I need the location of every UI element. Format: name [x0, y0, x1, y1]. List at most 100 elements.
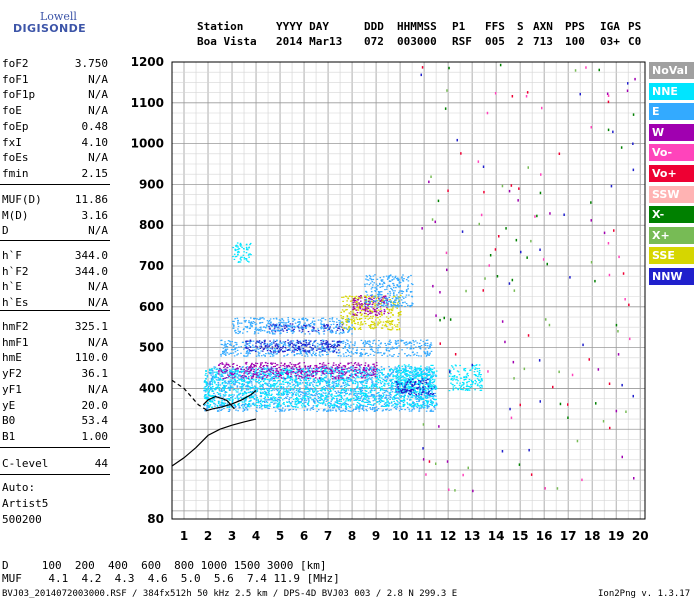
- echo-band: [217, 361, 378, 380]
- param-value: N/A: [88, 296, 108, 310]
- param-name: MUF(D): [2, 193, 42, 206]
- autoscale-code: 500200: [2, 513, 42, 526]
- param-name: hmF1: [2, 335, 29, 349]
- header-column-title: AXN: [533, 20, 553, 33]
- autoscale-artist: Artist5: [2, 497, 49, 510]
- header-column-title: PPS: [565, 20, 585, 33]
- x-tick-label: 1: [180, 529, 188, 543]
- param-row: h`Es N/A: [2, 296, 108, 310]
- param-row: fmin 2.15: [2, 167, 108, 181]
- file-info: BVJ03_2014072003000.RSF / 384fx512h 50 k…: [2, 589, 458, 599]
- x-tick-label: 14: [488, 529, 505, 543]
- x-tick-label: 6: [300, 529, 308, 543]
- param-name: B1: [2, 429, 16, 443]
- legend-item: NoVal: [649, 62, 694, 79]
- echo-trace: [171, 379, 209, 412]
- param-row: B0 53.4: [2, 414, 108, 428]
- param-row: foF1p N/A: [2, 88, 108, 102]
- param-value: 3.750: [74, 57, 108, 70]
- x-tick-label: 3: [228, 529, 236, 543]
- param-value: 0.48: [81, 119, 109, 133]
- header-column-value: 713: [533, 35, 553, 48]
- param-row: MUF(D) 11.86: [2, 193, 108, 207]
- panel-divider: [0, 240, 110, 241]
- y-tick-label: 200: [139, 463, 164, 477]
- header-column-title: P1: [452, 20, 466, 33]
- param-row: foEp 0.48: [2, 120, 108, 134]
- header-column-title: Station: [197, 20, 244, 33]
- x-tick-label: 10: [392, 529, 409, 543]
- header-column-title: IGA: [600, 20, 620, 33]
- header-column-value: 2014 Mar13: [276, 35, 343, 48]
- header-column-value: 100: [565, 35, 585, 48]
- param-name: foE: [2, 104, 22, 118]
- digisonde-logo: Lowell DIGISONDE: [0, 0, 86, 40]
- param-value: N/A: [88, 280, 108, 294]
- noise-echoes: [420, 63, 636, 493]
- param-row: hmE 110.0: [2, 351, 108, 365]
- param-name: h`F2: [2, 264, 29, 278]
- echo-band: [395, 378, 436, 396]
- header-column-value: 072: [364, 35, 384, 48]
- echo-band: [448, 364, 483, 392]
- param-value: 20.0: [81, 398, 109, 412]
- header-column-title: YYYY DAY: [276, 20, 329, 33]
- header-column-title: S: [517, 20, 524, 33]
- param-value: 11.86: [74, 193, 108, 206]
- x-tick-label: 19: [608, 529, 625, 543]
- logo-digisonde-text: DIGISONDE: [13, 22, 87, 35]
- y-tick-label: 80: [147, 512, 164, 526]
- param-name: yE: [2, 398, 16, 412]
- param-value: N/A: [88, 104, 108, 118]
- param-name: C-level: [2, 457, 49, 470]
- param-name: fmin: [2, 166, 29, 180]
- param-row: C-level 44: [2, 457, 108, 471]
- echo-band: [220, 339, 433, 357]
- x-tick-label: 7: [324, 529, 332, 543]
- param-row: foF2 3.750: [2, 57, 108, 71]
- param-name: h`E: [2, 280, 22, 294]
- param-row: hmF2 325.1: [2, 320, 108, 334]
- x-tick-label: 20: [632, 529, 649, 543]
- legend-item: X+: [649, 226, 694, 244]
- param-row: foEs N/A: [2, 151, 108, 165]
- echo-band: [203, 368, 438, 408]
- param-name: h`Es: [2, 296, 29, 310]
- y-tick-label: 1000: [131, 137, 164, 151]
- y-tick-label: 700: [139, 259, 164, 273]
- param-name: fxI: [2, 135, 22, 149]
- param-value: N/A: [88, 382, 108, 396]
- param-value: N/A: [88, 224, 108, 238]
- header-column-value: 003000: [397, 35, 437, 48]
- param-name: hmE: [2, 351, 22, 365]
- header-column-value: 005: [485, 35, 505, 48]
- legend-item: SSE: [649, 247, 694, 265]
- electron-density-profile: [171, 418, 257, 467]
- param-value: N/A: [88, 151, 108, 165]
- param-name: foEs: [2, 151, 29, 165]
- panel-divider: [0, 310, 110, 311]
- param-value: 344.0: [74, 264, 108, 278]
- echo-band: [232, 242, 252, 263]
- legend-item: SSW: [649, 185, 694, 203]
- x-tick-label: 15: [512, 529, 529, 543]
- x-tick-label: 17: [560, 529, 577, 543]
- param-name: foF1: [2, 72, 29, 86]
- software-version: Ion2Png v. 1.3.17: [598, 589, 691, 599]
- param-row: yF2 36.1: [2, 367, 108, 381]
- y-tick-label: 1100: [131, 96, 164, 110]
- param-value: 110.0: [74, 351, 108, 365]
- param-row: h`E N/A: [2, 280, 108, 294]
- param-name: foEp: [2, 119, 29, 133]
- panel-divider: [0, 474, 110, 475]
- param-value: 3.16: [81, 208, 109, 222]
- param-name: B0: [2, 414, 16, 428]
- muf-row: MUF 4.1 4.2 4.3 4.6 5.0 5.6 7.4 11.9 [MH…: [2, 572, 340, 585]
- x-tick-label: 9: [372, 529, 380, 543]
- echo-band: [244, 339, 342, 353]
- header-column-title: HHMMSS: [397, 20, 437, 33]
- y-tick-label: 900: [139, 177, 164, 191]
- x-tick-label: 4: [252, 529, 260, 543]
- x-tick-label: 16: [536, 529, 553, 543]
- panel-divider: [0, 184, 110, 185]
